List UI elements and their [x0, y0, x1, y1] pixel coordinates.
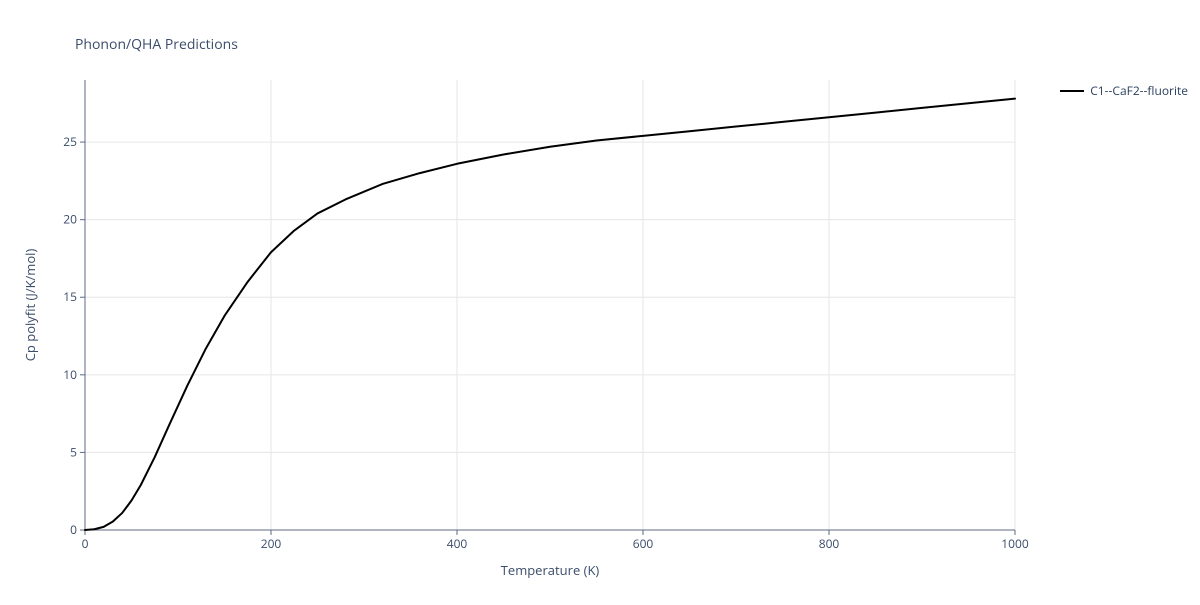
series-line [85, 99, 1015, 530]
y-tick-label: 20 [63, 211, 77, 228]
legend-line-icon [1060, 90, 1084, 92]
x-tick-label: 0 [82, 535, 89, 552]
x-tick-label: 400 [447, 535, 468, 552]
y-tick-label: 15 [63, 288, 77, 305]
y-axis-label: Cp polyfit (J/K/mol) [21, 249, 39, 362]
y-tick-label: 10 [63, 366, 77, 383]
x-tick-label: 200 [261, 535, 282, 552]
x-tick-label: 800 [819, 535, 840, 552]
y-tick-label: 25 [63, 133, 77, 150]
legend-series-label: C1--CaF2--fluorite [1090, 82, 1188, 99]
x-axis-label: Temperature (K) [501, 561, 600, 579]
y-tick-label: 5 [70, 443, 77, 460]
chart-container: 0 200 400 600 800 1000 0 5 10 15 20 25 Temperature (… [0, 0, 1200, 600]
x-tick-label: 600 [633, 535, 654, 552]
y-tick-label: 0 [70, 521, 77, 538]
chart-svg: 0 200 400 600 800 1000 0 5 10 15 20 25 Temperature (… [0, 0, 1200, 600]
legend[interactable]: C1--CaF2--fluorite [1060, 82, 1188, 99]
x-tick-label: 1000 [1001, 535, 1029, 552]
